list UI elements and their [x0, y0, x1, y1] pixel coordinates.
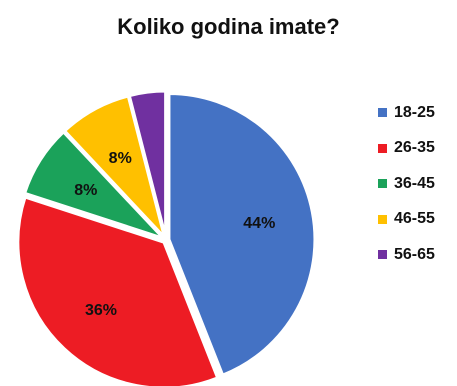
legend-label: 36-45: [394, 174, 435, 192]
data-label-18-25: 44%: [243, 215, 275, 232]
legend-label: 56-65: [394, 245, 435, 263]
legend-swatch-icon: [378, 143, 387, 153]
legend-item: 26-35: [378, 131, 456, 167]
legend-item: 56-65: [378, 237, 456, 273]
legend-label: 46-55: [394, 210, 435, 228]
pie-slice-36-45: [23, 130, 165, 240]
legend-label: 26-35: [394, 139, 435, 157]
chart-legend: 18-25 26-35 36-45 46-55 56-65: [378, 95, 456, 273]
legend-swatch-icon: [378, 179, 387, 189]
pie-slice-26-35: [16, 195, 220, 386]
legend-swatch-icon: [378, 108, 387, 118]
legend-item: 46-55: [378, 202, 456, 238]
pie-slice-18-25: [167, 91, 317, 377]
pie-slice-56-65: [127, 89, 168, 239]
legend-item: 36-45: [378, 166, 456, 202]
data-label-36-45: 8%: [74, 182, 97, 199]
data-label-26-35: 36%: [85, 302, 117, 319]
legend-item: 18-25: [378, 95, 456, 131]
legend-swatch-icon: [378, 214, 387, 224]
data-label-46-55: 8%: [109, 150, 132, 167]
chart-title: Koliko godina imate?: [117, 14, 340, 39]
legend-swatch-icon: [378, 250, 387, 260]
legend-label: 18-25: [394, 103, 435, 121]
